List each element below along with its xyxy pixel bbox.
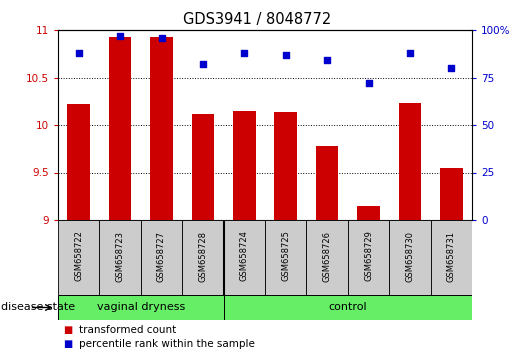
Text: GSM658722: GSM658722: [74, 230, 83, 281]
Bar: [58, 220, 99, 295]
Bar: [141, 220, 182, 295]
Text: disease state: disease state: [1, 303, 75, 313]
Bar: [233, 111, 255, 220]
Bar: [150, 37, 173, 220]
Bar: [224, 295, 472, 320]
Text: control: control: [329, 303, 367, 313]
Bar: [192, 114, 214, 220]
Text: ■: ■: [63, 339, 73, 349]
Text: vaginal dryness: vaginal dryness: [97, 303, 185, 313]
Text: transformed count: transformed count: [79, 325, 176, 335]
Point: [240, 50, 248, 56]
Bar: [109, 37, 131, 220]
Text: GSM658725: GSM658725: [281, 230, 290, 281]
Bar: [389, 220, 431, 295]
Text: GSM658729: GSM658729: [364, 230, 373, 281]
Bar: [357, 206, 380, 220]
Text: GSM658731: GSM658731: [447, 230, 456, 281]
Point: [323, 58, 331, 63]
Point: [116, 33, 124, 39]
Point: [75, 50, 83, 56]
Point: [406, 50, 414, 56]
Text: GSM658728: GSM658728: [198, 230, 208, 281]
Bar: [440, 168, 462, 220]
Text: GSM658724: GSM658724: [240, 230, 249, 281]
Point: [447, 65, 455, 71]
Bar: [265, 220, 306, 295]
Bar: [348, 220, 389, 295]
Text: GSM658727: GSM658727: [157, 230, 166, 281]
Bar: [224, 220, 265, 295]
Bar: [274, 112, 297, 220]
Text: GSM658723: GSM658723: [115, 230, 125, 281]
Bar: [316, 146, 338, 220]
Bar: [306, 220, 348, 295]
Bar: [58, 295, 224, 320]
Text: GSM658730: GSM658730: [405, 230, 415, 281]
Bar: [431, 220, 472, 295]
Point: [282, 52, 290, 58]
Text: percentile rank within the sample: percentile rank within the sample: [79, 339, 254, 349]
Text: ■: ■: [63, 325, 73, 335]
Point: [365, 80, 373, 86]
Text: GDS3941 / 8048772: GDS3941 / 8048772: [183, 12, 332, 27]
Bar: [182, 220, 224, 295]
Text: GSM658726: GSM658726: [322, 230, 332, 281]
Point: [199, 61, 207, 67]
Bar: [399, 103, 421, 220]
Point: [158, 35, 166, 40]
Bar: [67, 104, 90, 220]
Bar: [99, 220, 141, 295]
